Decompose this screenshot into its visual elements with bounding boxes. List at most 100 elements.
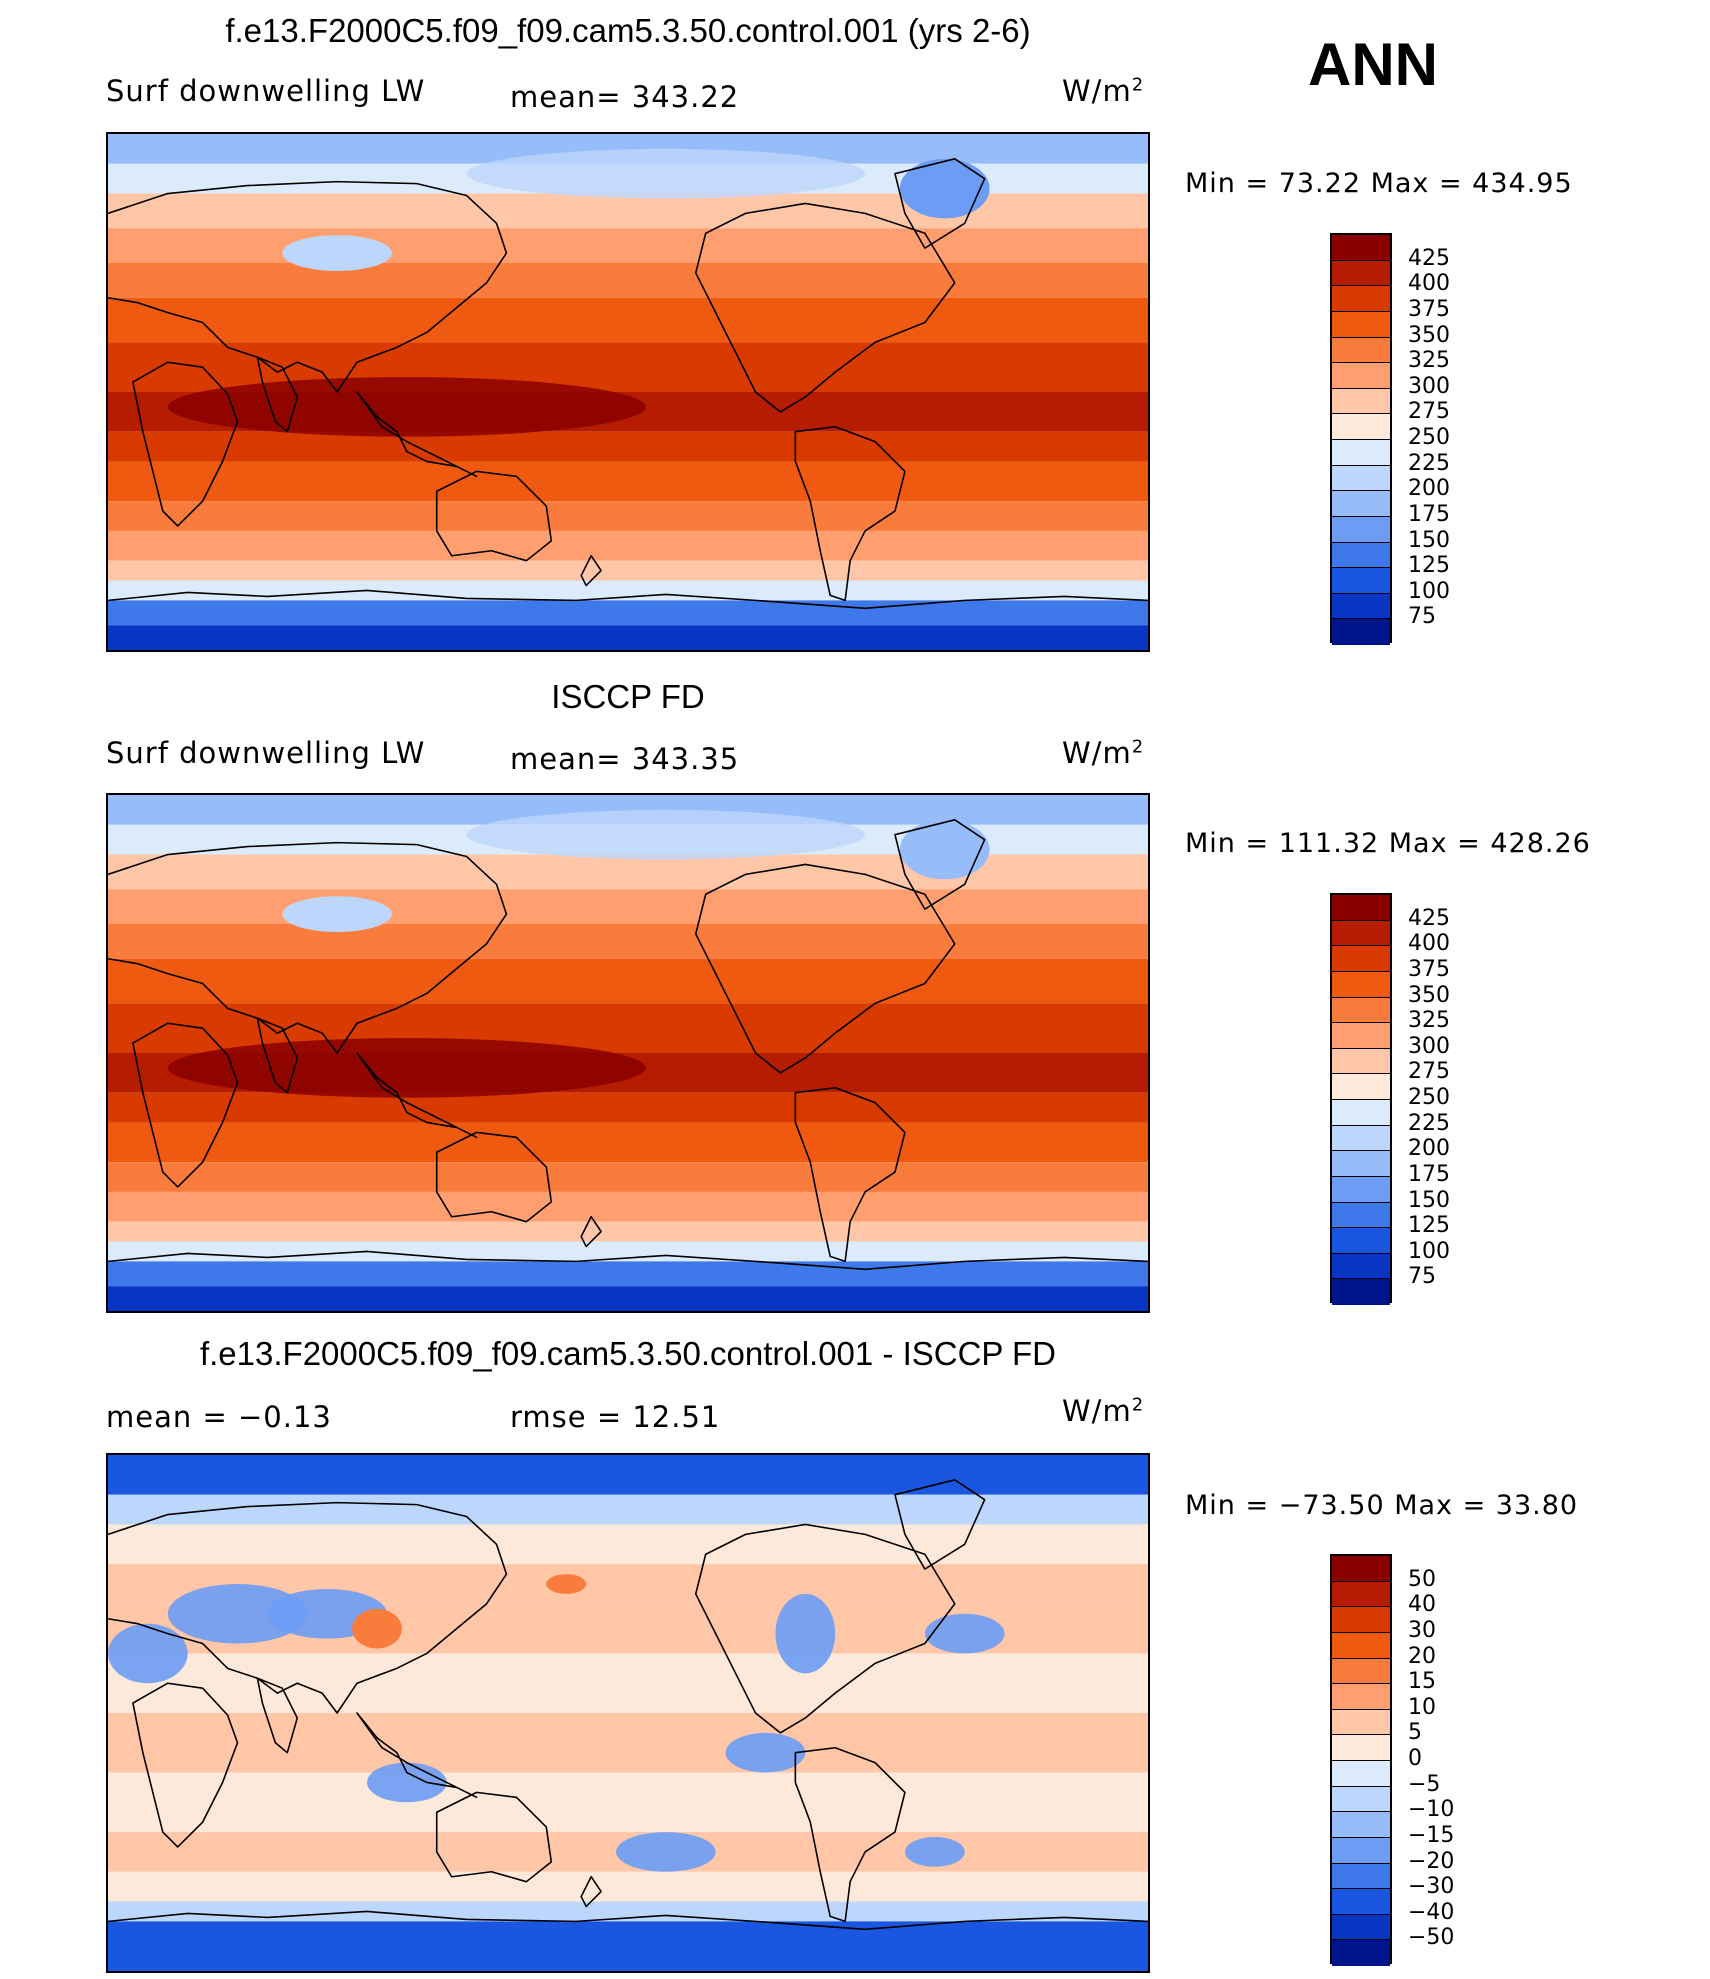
colorbar-swatch [1332,465,1390,492]
colorbar-swatch [1332,1914,1390,1941]
colorbar-swatch [1332,542,1390,569]
colorbar-label: 250 [1408,1085,1450,1110]
colorbar-swatch [1332,1228,1390,1254]
panel-obs-variable: Surf downwelling LW [106,736,426,770]
panel-diff-map [106,1453,1150,1973]
colorbar-label: 400 [1408,931,1450,957]
colorbar-label: 30 [1408,1617,1436,1643]
colorbar-swatch [1332,516,1390,543]
panel-obs-title: ISCCP FD [551,678,705,715]
colorbar-label: 425 [1408,245,1450,271]
colorbar-swatch [1332,1023,1390,1049]
colorbar-label: 225 [1408,1110,1450,1136]
colorbar-label: 125 [1408,1213,1450,1239]
colorbar-swatch [1332,1074,1390,1100]
colorbar-label: −5 [1408,1771,1441,1797]
colorbar-label: 175 [1408,501,1450,527]
colorbar-label: 175 [1408,1161,1450,1187]
colorbar-label: 10 [1408,1694,1436,1720]
panel-obs-units: W/m2 [1062,736,1145,770]
colorbar-label: 100 [1408,578,1450,604]
colorbar-swatch [1332,895,1390,921]
colorbar-swatch [1332,1837,1390,1864]
colorbar-label: 375 [1408,956,1450,982]
colorbar-swatch [1332,1581,1390,1608]
colorbar-label: 275 [1408,399,1450,425]
panel-model-variable: Surf downwelling LW [106,74,426,108]
colorbar-swatch [1332,1125,1390,1152]
colorbar-swatch [1332,388,1390,415]
colorbar-label: −10 [1408,1797,1455,1823]
colorbar-label: 100 [1408,1238,1450,1264]
colorbar-swatch [1332,491,1390,517]
colorbar-label: 20 [1408,1643,1436,1669]
colorbar-swatch [1332,1761,1390,1787]
colorbar-swatch [1332,1863,1390,1890]
colorbar-swatch [1332,1940,1390,1966]
colorbar-label: 50 [1408,1566,1436,1592]
panel-model-colorbar: 425 400 375 350 325 300 275 250 225 200 175 150 125 1… [1330,233,1450,645]
colorbar-label: 400 [1408,271,1450,297]
panel-model-mean: mean= 343.22 [510,80,740,114]
colorbar-swatch [1332,1658,1390,1685]
colorbar-label: 225 [1408,450,1450,476]
colorbar-swatch [1332,1786,1390,1813]
colorbar-label: −30 [1408,1874,1455,1900]
colorbar-label: 325 [1408,1008,1450,1034]
colorbar-label: 200 [1408,1136,1450,1162]
colorbar-swatch [1332,1632,1390,1659]
colorbar-label: 300 [1408,373,1450,399]
colorbar-swatch [1332,1735,1390,1761]
panel-diff-minmax: Min = −73.50 Max = 33.80 [1185,1490,1579,1521]
colorbar-label: 300 [1408,1033,1450,1059]
colorbar-swatch [1332,593,1390,620]
panel-diff-title: f.e13.F2000C5.f09_f09.cam5.3.50.control.… [199,1335,1057,1372]
panel-model-map [106,132,1150,652]
colorbar-label: 200 [1408,476,1450,502]
colorbar-swatch [1332,1100,1390,1126]
colorbar-swatch [1332,311,1390,338]
colorbar-swatch [1332,1048,1390,1075]
colorbar-label: 125 [1408,553,1450,579]
colorbar-swatch [1332,286,1390,312]
colorbar-swatch [1332,337,1390,364]
colorbar-swatch [1332,1684,1390,1710]
colorbar-label: 75 [1408,604,1436,630]
panel-obs-minmax: Min = 111.32 Max = 428.26 [1185,828,1591,859]
colorbar-label: 275 [1408,1059,1450,1085]
colorbar-swatch [1332,1151,1390,1177]
panel-obs-map [106,793,1150,1313]
colorbar-swatch [1332,363,1390,389]
panel-obs-mean: mean= 343.35 [510,742,740,776]
colorbar-label: −40 [1408,1899,1455,1925]
colorbar-label: 250 [1408,425,1450,450]
panel-diff-colorbar: 50 40 30 20 15 10 5 0 −5 −10 −15 −20 −30 −40 −50 [1330,1554,1454,1966]
colorbar-label: 0 [1408,1746,1422,1771]
colorbar-label: 350 [1408,322,1450,348]
colorbar-swatch [1332,568,1390,594]
colorbar-swatch [1332,1202,1390,1229]
colorbar-label: 375 [1408,296,1450,322]
season-label: ANN [1308,31,1438,98]
colorbar-swatch [1332,920,1390,947]
panel-model-minmax: Min = 73.22 Max = 434.95 [1185,168,1573,199]
colorbar-swatch [1332,1253,1390,1280]
colorbar-swatch [1332,946,1390,972]
colorbar-label: −15 [1408,1822,1455,1848]
colorbar-swatch [1332,260,1390,287]
colorbar-swatch [1332,1607,1390,1633]
panel-model-units: W/m2 [1062,74,1145,108]
panel-obs-colorbar: 425 400 375 350 325 300 275 250 225 200 175 150 125 1… [1330,893,1450,1305]
colorbar-swatch [1332,440,1390,466]
colorbar-swatch [1332,1279,1390,1305]
colorbar-label: −50 [1408,1925,1455,1951]
colorbar-label: 350 [1408,982,1450,1008]
panel-diff-rmse: rmse = 12.51 [510,1400,721,1434]
colorbar-label: 425 [1408,905,1450,931]
colorbar-swatch [1332,1556,1390,1582]
panel-model-title: f.e13.F2000C5.f09_f09.cam5.3.50.control.… [225,12,1031,49]
colorbar-swatch [1332,414,1390,440]
colorbar-label: 325 [1408,348,1450,374]
colorbar-label: 75 [1408,1264,1436,1290]
colorbar-label: 150 [1408,1187,1450,1213]
